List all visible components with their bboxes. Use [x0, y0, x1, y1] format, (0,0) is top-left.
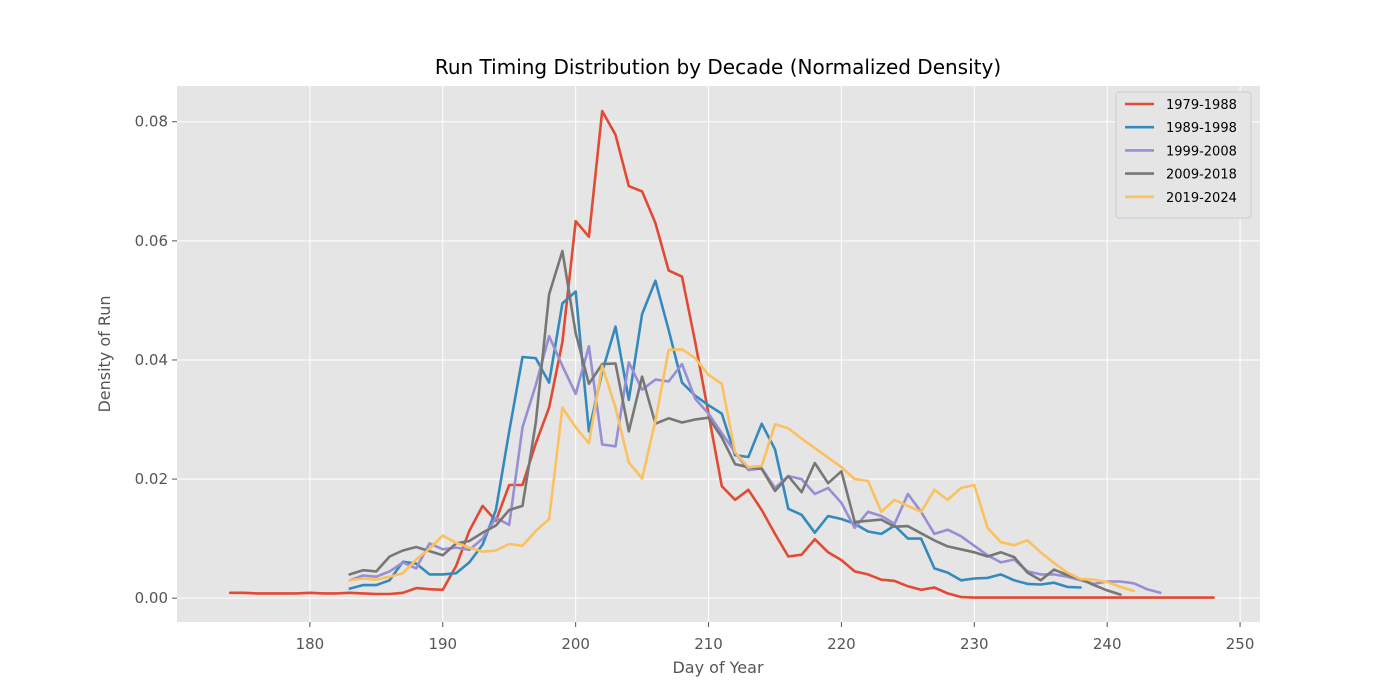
legend: 1979-1988 1989-1998 1999-2008 2009-2018 2019…	[1115, 91, 1252, 219]
y-tick-label: 0.04	[135, 351, 168, 369]
x-tick-label: 230	[960, 635, 989, 653]
y-tick-label: 0.08	[135, 113, 168, 131]
x-tick-label: 190	[428, 635, 457, 653]
legend-label: 2019-2024	[1166, 191, 1237, 206]
y-tick-label: 0.00	[135, 589, 168, 607]
x-tick-label: 210	[694, 635, 723, 653]
x-tick-label: 240	[1093, 635, 1122, 653]
plot-background	[177, 86, 1260, 622]
y-tick-label: 0.02	[135, 470, 168, 488]
chart-title: Run Timing Distribution by Decade (Norma…	[435, 55, 1001, 79]
legend-box	[1115, 91, 1252, 219]
x-tick-label: 250	[1226, 635, 1255, 653]
x-axis-label: Day of Year	[672, 658, 763, 677]
x-tick-label: 200	[561, 635, 590, 653]
legend-label: 1979-1988	[1166, 98, 1237, 113]
series-line	[348, 249, 1122, 596]
series-lines	[228, 109, 1215, 599]
y-tick-label: 0.06	[135, 232, 168, 250]
x-tick-label: 180	[296, 635, 325, 653]
y-axis-label: Density of Run	[95, 295, 114, 412]
legend-label: 2009-2018	[1166, 168, 1237, 183]
legend-label: 1989-1998	[1166, 121, 1237, 136]
series-line	[348, 279, 1082, 590]
series-line	[348, 347, 1136, 593]
legend-label: 1999-2008	[1166, 144, 1237, 159]
series-line	[228, 109, 1215, 599]
axis-ticks: 180 190 200 210 220 230 240 250 0.00 0.02 0.04 0.06…	[135, 113, 1255, 653]
x-tick-label: 220	[827, 635, 856, 653]
grid-lines	[177, 86, 1260, 622]
